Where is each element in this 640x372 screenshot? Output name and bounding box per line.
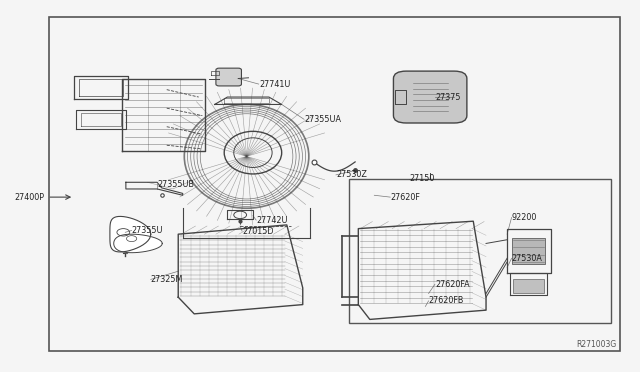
Text: 27530A: 27530A — [511, 254, 543, 263]
Bar — [49, 17, 620, 351]
Text: 27355U: 27355U — [132, 226, 163, 235]
Bar — [513, 279, 544, 294]
Bar — [349, 179, 611, 323]
Text: 27400P: 27400P — [15, 193, 45, 202]
Text: 27741U: 27741U — [259, 80, 291, 89]
Text: R271003G: R271003G — [577, 340, 617, 349]
Text: 27325M: 27325M — [151, 275, 183, 284]
Text: 27355UB: 27355UB — [157, 180, 194, 189]
Text: 27015D: 27015D — [242, 227, 273, 236]
Text: 27620FB: 27620FB — [429, 296, 464, 305]
Text: 27375: 27375 — [435, 93, 460, 102]
Text: 27355UA: 27355UA — [304, 115, 341, 124]
Text: 27742U: 27742U — [256, 216, 287, 225]
Text: 27530Z: 27530Z — [336, 170, 367, 179]
Polygon shape — [110, 217, 151, 252]
Text: 27620F: 27620F — [390, 193, 420, 202]
Text: 27150: 27150 — [410, 174, 435, 183]
FancyBboxPatch shape — [394, 71, 467, 123]
FancyBboxPatch shape — [216, 68, 241, 86]
Text: 92200: 92200 — [511, 213, 537, 222]
Bar — [512, 238, 545, 264]
Polygon shape — [114, 234, 163, 253]
Text: 27620FA: 27620FA — [435, 280, 470, 289]
